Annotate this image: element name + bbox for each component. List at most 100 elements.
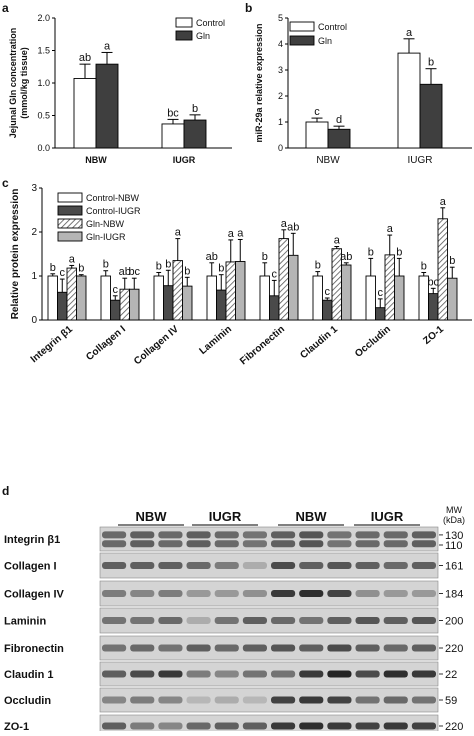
blot-band	[130, 562, 155, 569]
bar	[163, 285, 174, 321]
significance-letter: c	[113, 284, 119, 296]
blot-band	[102, 696, 127, 704]
blot-band	[271, 562, 296, 569]
blot-band	[299, 722, 324, 730]
y-tick-label: 2	[278, 91, 283, 101]
blot-band	[271, 696, 296, 704]
blot-strip	[99, 661, 439, 687]
y-tick-label: 0.0	[37, 143, 50, 153]
blot-band	[355, 562, 380, 569]
blot-band	[327, 696, 352, 704]
legend-label: Gln-NBW	[86, 219, 125, 229]
significance-letter: b	[218, 263, 224, 275]
significance-letter: b	[315, 260, 321, 272]
blot-band	[299, 617, 324, 624]
blot-band	[299, 531, 324, 539]
significance-letter: b	[78, 263, 84, 275]
blot-band	[130, 644, 155, 652]
blot-band	[299, 670, 324, 678]
mw-label: 110	[445, 540, 463, 552]
bar	[341, 264, 352, 321]
panel-label-a: a	[2, 1, 9, 15]
blot-band	[299, 590, 324, 597]
blot-row-label: ZO-1	[4, 721, 29, 731]
y-tick-label: 0.5	[37, 111, 50, 121]
significance-letter: b	[184, 265, 190, 277]
y-tick-label: 1.0	[37, 78, 50, 88]
blot-band	[327, 562, 352, 569]
blot-band	[214, 696, 239, 704]
significance-letter: a	[104, 40, 111, 52]
y-tick-label: 2	[31, 227, 37, 238]
x-category-label: Collagen I	[84, 324, 128, 363]
bar	[225, 261, 236, 321]
blot-band	[102, 617, 127, 624]
legend-label: Control	[196, 18, 225, 28]
blot-band	[383, 562, 408, 569]
bar	[182, 285, 193, 321]
mw-label: 220	[445, 643, 463, 655]
blot-strip	[99, 552, 439, 579]
y-tick-label: 0	[278, 143, 283, 153]
blot-band	[383, 722, 408, 730]
blot-band	[214, 562, 239, 569]
significance-letter: ab	[206, 251, 218, 263]
blot-band	[299, 696, 324, 704]
blot-band	[214, 540, 239, 548]
bar	[172, 260, 183, 321]
significance-letter: b	[192, 103, 198, 115]
y-tick-label: 4	[278, 39, 283, 49]
significance-letter: c	[378, 287, 384, 299]
blot-band	[186, 670, 211, 678]
bar	[66, 267, 77, 321]
legend-swatch	[57, 205, 83, 216]
mw-label: 22	[445, 669, 457, 681]
bar	[76, 275, 87, 321]
blot-band	[186, 722, 211, 730]
blot-strip	[99, 607, 439, 634]
blot-band	[355, 531, 380, 539]
blot-band	[158, 644, 183, 652]
blot-band	[355, 617, 380, 624]
significance-letter: c	[314, 106, 320, 118]
bar	[73, 77, 97, 149]
blot-band	[411, 644, 436, 652]
mw-label: 161	[445, 561, 463, 573]
significance-letter: bc	[167, 107, 179, 119]
blot-band	[271, 670, 296, 678]
blot-band	[158, 696, 183, 704]
legend-label: Gln	[196, 31, 210, 41]
bar	[129, 288, 140, 321]
blot-band	[158, 590, 183, 597]
blot-band	[299, 540, 324, 548]
y-tick-label: 0	[31, 315, 37, 326]
blot-band	[186, 696, 211, 704]
bar	[437, 218, 448, 321]
legend-swatch	[57, 192, 83, 203]
blot-band	[383, 696, 408, 704]
blot-band	[186, 540, 211, 548]
significance-letter: bc	[427, 276, 439, 288]
blot-band	[383, 531, 408, 539]
legend-swatch	[289, 21, 315, 32]
y-axis-label: Relative protein expression	[10, 189, 21, 320]
blot-group-label: IUGR	[371, 509, 404, 524]
blot-band	[271, 644, 296, 652]
blot-band	[355, 696, 380, 704]
significance-letter: ab	[287, 221, 299, 233]
blot-band	[214, 722, 239, 730]
blot-strip	[99, 687, 439, 713]
blot-band	[383, 540, 408, 548]
significance-letter: b	[428, 57, 434, 69]
y-tick-label: 5	[278, 13, 283, 23]
blot-group-label: NBW	[135, 509, 167, 524]
y-tick-label: 1.5	[37, 46, 50, 56]
blot-band	[327, 531, 352, 539]
significance-letter: a	[440, 196, 447, 208]
blot-band	[271, 540, 296, 548]
bar	[153, 275, 164, 321]
blot-band	[355, 644, 380, 652]
blot-band	[158, 617, 183, 624]
blot-band	[327, 590, 352, 597]
blot-band	[299, 562, 324, 569]
